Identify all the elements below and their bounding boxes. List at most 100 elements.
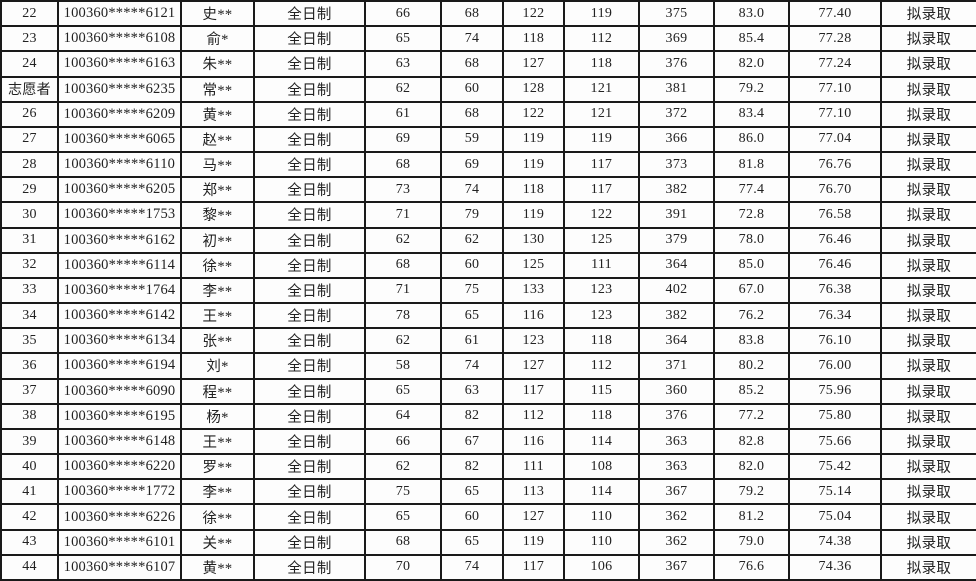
total-score-cell: 362: [638, 503, 715, 531]
score-2-cell: 61: [440, 327, 504, 355]
interview-score-cell: 83.0: [713, 0, 790, 28]
interview-score-cell: 85.0: [713, 251, 790, 279]
score-3-cell: 133: [502, 276, 565, 305]
study-mode-cell: 全日制: [253, 75, 366, 103]
score-4-cell: 118: [563, 327, 640, 355]
admission-status-cell: 拟录取: [880, 352, 976, 380]
final-score-cell: 74.38: [788, 528, 882, 556]
table-row: 33 100360*****1764 李** 全日制 71 75 133 123 402 67.0…: [0, 276, 976, 305]
score-2-cell: 63: [440, 377, 504, 405]
score-4-cell: 114: [563, 427, 640, 456]
interview-score-cell: 77.2: [713, 402, 790, 430]
final-score-cell: 75.04: [788, 503, 882, 531]
interview-score-cell: 83.4: [713, 100, 790, 128]
total-score-cell: 364: [638, 251, 715, 279]
seq-cell: 26: [0, 100, 59, 128]
candidate-name-cell: 徐**: [180, 503, 255, 531]
score-4-cell: 121: [563, 75, 640, 103]
admission-status-cell: 拟录取: [880, 0, 976, 28]
score-3-cell: 117: [502, 377, 565, 405]
score-2-cell: 60: [440, 503, 504, 531]
score-2-cell: 74: [440, 553, 504, 581]
final-score-cell: 77.40: [788, 0, 882, 28]
study-mode-cell: 全日制: [253, 251, 366, 279]
final-score-cell: 76.46: [788, 251, 882, 279]
seq-cell: 30: [0, 201, 59, 229]
score-2-cell: 82: [440, 453, 504, 481]
interview-score-cell: 76.2: [713, 302, 790, 330]
interview-score-cell: 82.0: [713, 453, 790, 481]
final-score-cell: 75.96: [788, 377, 882, 405]
score-3-cell: 122: [502, 100, 565, 128]
total-score-cell: 376: [638, 402, 715, 430]
score-1-cell: 62: [364, 327, 442, 355]
score-1-cell: 71: [364, 201, 442, 229]
table-row: 38 100360*****6195 杨* 全日制 64 82 112 118 376 77.2 7…: [0, 402, 976, 430]
score-4-cell: 119: [563, 0, 640, 28]
score-2-cell: 60: [440, 75, 504, 103]
admission-status-cell: 拟录取: [880, 176, 976, 204]
score-2-cell: 59: [440, 125, 504, 154]
candidate-name-cell: 罗**: [180, 453, 255, 481]
candidate-name-cell: 王**: [180, 427, 255, 456]
score-1-cell: 70: [364, 553, 442, 581]
candidate-id-cell: 100360*****6205: [57, 176, 182, 204]
admission-status-cell: 拟录取: [880, 377, 976, 405]
candidate-id-cell: 100360*****1753: [57, 201, 182, 229]
score-2-cell: 65: [440, 302, 504, 330]
seq-cell: 43: [0, 528, 59, 556]
score-3-cell: 123: [502, 327, 565, 355]
seq-cell: 22: [0, 0, 59, 28]
seq-cell: 31: [0, 226, 59, 254]
interview-score-cell: 86.0: [713, 125, 790, 154]
score-3-cell: 127: [502, 352, 565, 380]
candidate-name-cell: 朱**: [180, 50, 255, 78]
interview-score-cell: 85.2: [713, 377, 790, 405]
study-mode-cell: 全日制: [253, 377, 366, 405]
score-3-cell: 122: [502, 0, 565, 28]
seq-cell: 32: [0, 251, 59, 279]
final-score-cell: 74.36: [788, 553, 882, 581]
study-mode-cell: 全日制: [253, 25, 366, 53]
candidate-name-cell: 俞*: [180, 25, 255, 53]
total-score-cell: 373: [638, 151, 715, 179]
score-3-cell: 116: [502, 302, 565, 330]
table-row: 39 100360*****6148 王** 全日制 66 67 116 114 363 82.8…: [0, 427, 976, 456]
study-mode-cell: 全日制: [253, 352, 366, 380]
score-4-cell: 112: [563, 352, 640, 380]
score-1-cell: 68: [364, 251, 442, 279]
admission-status-cell: 拟录取: [880, 276, 976, 305]
score-1-cell: 62: [364, 226, 442, 254]
interview-score-cell: 76.6: [713, 553, 790, 581]
score-1-cell: 62: [364, 453, 442, 481]
table-row: 35 100360*****6134 张** 全日制 62 61 123 118 364 83.8…: [0, 327, 976, 355]
candidate-id-cell: 100360*****6209: [57, 100, 182, 128]
candidate-id-cell: 100360*****6142: [57, 302, 182, 330]
interview-score-cell: 80.2: [713, 352, 790, 380]
admission-status-cell: 拟录取: [880, 478, 976, 506]
score-3-cell: 127: [502, 50, 565, 78]
score-2-cell: 62: [440, 226, 504, 254]
interview-score-cell: 78.0: [713, 226, 790, 254]
interview-score-cell: 82.0: [713, 50, 790, 78]
final-score-cell: 76.70: [788, 176, 882, 204]
interview-score-cell: 79.0: [713, 528, 790, 556]
table-row: 24 100360*****6163 朱** 全日制 63 68 127 118 376 82.0…: [0, 50, 976, 78]
interview-score-cell: 79.2: [713, 478, 790, 506]
study-mode-cell: 全日制: [253, 201, 366, 229]
candidate-id-cell: 100360*****6194: [57, 352, 182, 380]
score-3-cell: 118: [502, 25, 565, 53]
study-mode-cell: 全日制: [253, 453, 366, 481]
study-mode-cell: 全日制: [253, 176, 366, 204]
seq-cell: 42: [0, 503, 59, 531]
candidate-id-cell: 100360*****6235: [57, 75, 182, 103]
admission-status-cell: 拟录取: [880, 50, 976, 78]
score-1-cell: 73: [364, 176, 442, 204]
study-mode-cell: 全日制: [253, 302, 366, 330]
interview-score-cell: 72.8: [713, 201, 790, 229]
final-score-cell: 77.10: [788, 100, 882, 128]
candidate-name-cell: 张**: [180, 327, 255, 355]
score-1-cell: 75: [364, 478, 442, 506]
score-1-cell: 58: [364, 352, 442, 380]
